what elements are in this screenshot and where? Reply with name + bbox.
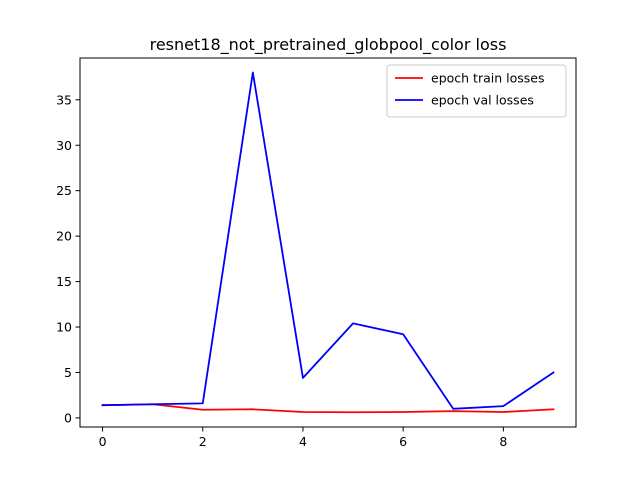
data-point-series1-8: [502, 405, 504, 407]
y-tick-label-3: 15: [56, 274, 72, 289]
data-point-series0-3: [252, 408, 254, 410]
y-tick-label-4: 20: [56, 229, 72, 244]
y-tick-label-6: 30: [56, 138, 72, 153]
x-tick-label-4: 8: [499, 434, 507, 449]
data-point-series1-5: [352, 322, 354, 324]
legend-label-0: epoch train losses: [431, 71, 544, 86]
data-point-series0-6: [402, 411, 404, 413]
axes-layer: 0 2 4 6 8 0 5 10 15 20 25 30 35: [56, 57, 577, 449]
legend: epoch train losses epoch val losses: [386, 64, 567, 118]
y-tick-label-1: 5: [64, 365, 72, 380]
plot-frame: [79, 57, 577, 428]
x-tick-label-2: 4: [299, 434, 307, 449]
data-point-series0-2: [202, 409, 204, 411]
data-point-series1-7: [452, 408, 454, 410]
x-tick-label-1: 2: [199, 434, 207, 449]
series-layer: [101, 71, 555, 414]
data-point-series0-4: [302, 411, 304, 413]
data-point-series0-8: [502, 411, 504, 413]
data-point-series1-1: [152, 403, 154, 405]
series-line-0: [101, 403, 555, 414]
data-point-series0-9: [552, 408, 554, 410]
data-point-series0-5: [352, 411, 354, 413]
legend-box: [386, 64, 567, 118]
data-point-series1-6: [402, 333, 404, 335]
data-point-series1-3: [252, 72, 254, 74]
y-tick-label-5: 25: [56, 183, 72, 198]
y-tick-label-2: 10: [56, 320, 72, 335]
chart-title: resnet18_not_pretrained_globpool_color l…: [150, 35, 507, 55]
series-line-1: [101, 71, 555, 410]
data-point-series1-9: [552, 371, 554, 373]
legend-label-1: epoch val losses: [431, 93, 534, 108]
y-tick-label-0: 0: [64, 410, 72, 425]
data-point-series0-7: [452, 410, 454, 412]
data-point-series1-4: [302, 377, 304, 379]
data-point-series1-0: [102, 404, 104, 406]
x-tick-label-0: 0: [99, 434, 107, 449]
x-tick-label-3: 6: [399, 434, 407, 449]
y-tick-label-7: 35: [56, 92, 72, 107]
data-point-series1-2: [202, 402, 204, 404]
